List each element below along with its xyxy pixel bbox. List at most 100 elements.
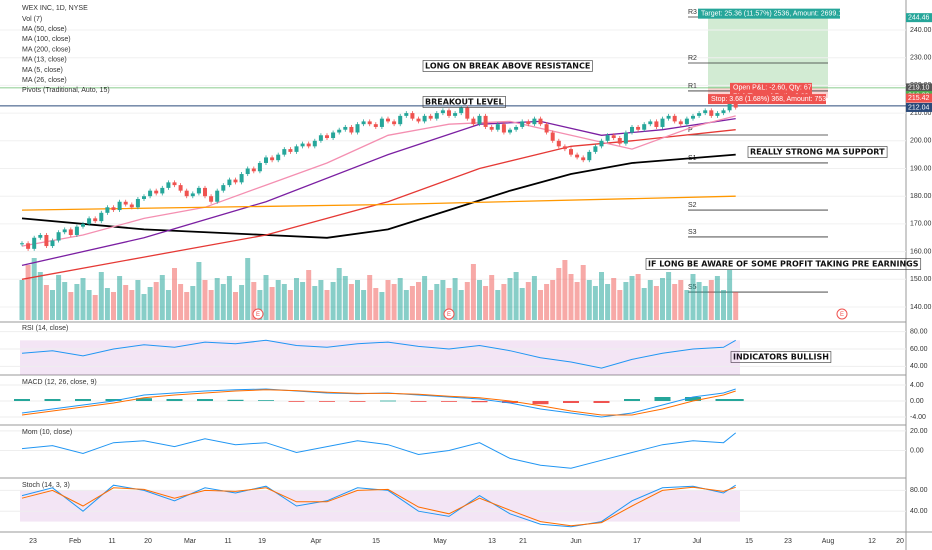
y-tick-label: 60.00 (910, 346, 928, 353)
price-label-box (906, 13, 932, 23)
histogram-bar (319, 401, 335, 402)
price-label: 215.42 (908, 95, 930, 102)
candle (684, 118, 689, 125)
pane-label: Mom (10, close) (22, 429, 72, 436)
candle (465, 107, 470, 119)
x-tick-label: 12 (868, 538, 876, 545)
ma-line (21, 195, 736, 211)
histogram-bar (624, 399, 640, 401)
candle (544, 124, 549, 133)
candle (50, 240, 55, 247)
candle (245, 168, 250, 175)
volume-bar (714, 276, 720, 320)
y-tick-label: 140.00 (910, 304, 932, 311)
candle (239, 174, 244, 183)
volume-bar (397, 278, 403, 320)
candle (74, 226, 79, 235)
volume-bar (513, 272, 519, 320)
volume-bar (300, 282, 306, 320)
candle (135, 198, 140, 208)
candle (270, 157, 275, 161)
candle (203, 187, 207, 197)
candle (477, 115, 482, 125)
y-tick-label: 230.00 (910, 55, 932, 62)
price-label: 219.10 (908, 85, 930, 92)
volume-bar (495, 290, 501, 320)
y-tick-label: 190.00 (910, 165, 932, 172)
candle (68, 229, 73, 235)
candle (569, 149, 573, 155)
candle (312, 140, 317, 147)
candle (361, 121, 366, 125)
candle (398, 115, 403, 125)
candle (264, 157, 268, 163)
candle (300, 143, 305, 147)
legend-entry: MA (50, close) (22, 26, 67, 33)
candle (422, 115, 427, 122)
histogram-bar (44, 399, 61, 401)
candle (593, 146, 598, 152)
volume-bar (721, 290, 726, 320)
volume-bar (348, 284, 354, 320)
histogram-bar (349, 401, 366, 402)
candle (148, 190, 153, 197)
candle (703, 110, 708, 114)
legend-entry: MA (200, close) (22, 46, 71, 53)
volume-bar (287, 290, 293, 320)
volume-bar (104, 288, 110, 320)
y-tick-label: 150.00 (910, 276, 932, 283)
volume-bar (294, 278, 299, 320)
x-tick-label: Feb (69, 538, 81, 545)
candle (373, 124, 378, 127)
candle (56, 232, 61, 241)
volume-bar (318, 280, 324, 320)
position-label: Stop: 3.68 (1.68%) 368, Amount: 753.44 (711, 96, 836, 103)
candle (343, 126, 348, 130)
x-tick-label: 23 (29, 538, 37, 545)
candle (325, 135, 329, 139)
indicator-line (21, 339, 736, 369)
candle (111, 207, 116, 211)
volume-bar (62, 282, 68, 320)
volume-bar (428, 290, 434, 320)
earnings-label: E (840, 312, 844, 318)
legend-entry: MA (100, close) (22, 36, 71, 43)
candle (526, 121, 531, 125)
legend-entry: Pivots (Traditional, Auto, 15) (22, 87, 110, 94)
volume-bar (269, 287, 275, 320)
volume-bar (43, 285, 49, 320)
candle (227, 179, 232, 186)
histogram-bar (654, 397, 671, 401)
volume-bar (672, 284, 678, 320)
x-tick-label: 11 (108, 538, 115, 545)
candle (660, 118, 665, 127)
price-label-box (906, 102, 932, 112)
candle (709, 110, 714, 116)
candle (447, 110, 451, 116)
annotation: INDICATORS BULLISH (733, 353, 829, 362)
candle (257, 162, 262, 172)
volume-bar (233, 292, 238, 320)
volume-bar (245, 258, 251, 320)
candle (434, 113, 439, 119)
histogram-bar (14, 399, 30, 401)
volume-bar (702, 286, 708, 320)
candle (93, 218, 98, 222)
volume-bar (635, 274, 641, 320)
candle (221, 185, 226, 191)
candle (117, 201, 122, 211)
candle (666, 115, 671, 119)
volume-bar (422, 276, 428, 320)
candle (428, 115, 433, 119)
volume-bar (178, 284, 184, 320)
volume-bar (660, 278, 665, 320)
x-tick-label: 20 (144, 538, 152, 545)
candle (44, 234, 49, 247)
x-tick-label: 21 (519, 538, 527, 545)
volume-bar (556, 268, 562, 320)
volume-bar (617, 290, 623, 320)
histogram-bar (105, 399, 122, 401)
volume-bar (239, 285, 245, 320)
position-label: Target: 25.36 (11.57%) 2536, Amount: 269… (701, 10, 846, 17)
volume-bar (605, 284, 611, 320)
